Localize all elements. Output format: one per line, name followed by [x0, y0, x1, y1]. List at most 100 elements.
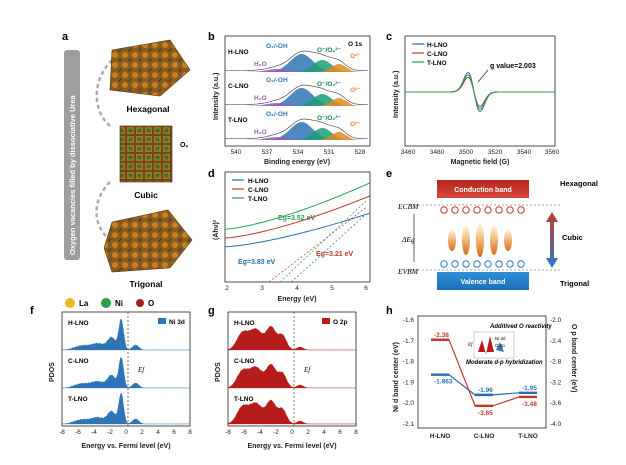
panel-b-ylabel: Intensity (a.u.) [213, 73, 220, 120]
panel-h-yticks: -1.6 -1.7 -1.8 -1.9 -2.0 -2.1 -2.0 -2.4 -2.8 -3.2… [403, 317, 562, 428]
xps-peak [225, 103, 370, 106]
pdos-area [61, 318, 191, 351]
vb-electron [462, 260, 470, 268]
h-ytick-left: -1.7 [403, 338, 415, 345]
xtick: 8 [354, 429, 358, 436]
panel-g-ylabel: PDOS [215, 362, 222, 382]
deg-label: ΔEg [401, 235, 415, 244]
label-ov: Oᵥ [180, 142, 188, 149]
panel-f-xlabel: Energy vs. Fermi level (eV) [81, 443, 170, 450]
label-trigonal: Trigonal [129, 279, 162, 289]
b-xtick: 540 [231, 149, 242, 156]
g-sample-h: H-LNO [234, 320, 255, 327]
xtick: -8 [225, 429, 231, 436]
o-value-label: -3.65 [478, 410, 493, 417]
xps-peak [225, 64, 370, 72]
b-xtick: 537 [262, 149, 273, 156]
c-annotation: g value=2.003 [490, 63, 536, 70]
panel-h-lines: -1.863 -1.96 -1.95 -2.38 -3.65 -3.48 [431, 332, 537, 417]
panel-b-title: O 1s [348, 41, 362, 48]
panel-h-ylabel-right: O p band center (eV) [570, 324, 577, 392]
hexagonal-structure [109, 39, 191, 97]
h-ytick-right: -3.6 [550, 400, 562, 407]
b-peak-label: H₂O [254, 61, 267, 68]
h-inset-ef: Ef [467, 343, 473, 348]
cb-electron [506, 206, 514, 214]
f-ef: Ef [137, 366, 145, 374]
xps-peak [225, 54, 370, 72]
xtick: 2 [140, 429, 144, 436]
b-peak-label: O²⁻ [350, 121, 361, 128]
h-ytick-right: -4.0 [550, 421, 562, 428]
tauc-extrapolation [268, 206, 367, 283]
panel-g-letter: g [208, 305, 215, 317]
gap-state [448, 229, 456, 251]
h-ytick-right: -2.0 [550, 317, 562, 324]
panel-g-xticks: -8 -6 -4 -2 0 2 4 6 8 [225, 429, 358, 436]
legend-o-dot [136, 299, 144, 307]
band-electrons [440, 206, 525, 268]
conduction-band-label: Conduction band [454, 187, 512, 194]
pdos-area [227, 363, 357, 389]
c-xtick: 3460 [401, 149, 416, 156]
d-eg-t: Eg=3.52 eV [278, 215, 315, 222]
xps-peak [225, 137, 370, 140]
panel-e: e Conduction band Valence band ECBM EVBM… [386, 168, 598, 290]
c-xtick: 3500 [459, 149, 474, 156]
g-ef: Ef [303, 366, 311, 374]
vb-electron [440, 260, 448, 268]
g-legend: O 2p [333, 319, 347, 326]
legend-la: La [79, 299, 89, 308]
h-note2: Moderate d-p hybridization [466, 360, 543, 366]
h-xtick: H-LNO [430, 433, 451, 440]
xtick: 2 [306, 429, 310, 436]
g-sample-t: T-LNO [234, 396, 254, 403]
h-ytick-right: -2.8 [550, 359, 562, 366]
panel-c-frame [404, 35, 556, 147]
xtick: 0 [290, 429, 294, 436]
xtick: -6 [241, 429, 247, 436]
panel-d-curves [224, 182, 371, 283]
b-peak-label: O⁻/O₂²⁻ [317, 81, 341, 88]
panel-f-pdos [61, 318, 191, 425]
pdos-area [227, 399, 356, 425]
panel-b-letter: b [208, 31, 215, 43]
g-legend-swatch [322, 318, 330, 324]
gap-states [448, 223, 512, 257]
cb-electron [484, 206, 492, 214]
tauc-curve [224, 212, 371, 248]
cb-electron [440, 206, 448, 214]
panel-f-xticks: -8 -6 -4 -2 0 2 4 6 8 [59, 429, 192, 436]
f-sample-c: C-LNO [68, 358, 89, 365]
b-peak-label: O₂/-OH [266, 43, 288, 50]
f-sample-h: H-LNO [68, 320, 89, 327]
panel-g: g PDOS Energy vs. Fermi level (eV) -8 -6-… [208, 305, 358, 450]
o-value-label: -3.48 [522, 401, 537, 408]
h-inset-o-peak [478, 336, 494, 354]
xtick: 0 [124, 429, 128, 436]
legend-o: O [148, 299, 154, 308]
b-peak-label: O⁻/O₂²⁻ [317, 47, 341, 54]
cubic-structure [119, 125, 173, 183]
vb-electron [506, 260, 514, 268]
xtick: -2 [107, 429, 113, 436]
gap-state [490, 225, 498, 255]
panel-h: h Ni d band center (eV) O p band center … [386, 305, 577, 440]
gap-state [504, 229, 512, 251]
panel-c-xticks: 3460 3480 3500 3520 3540 3560 [401, 149, 560, 156]
f-legend-swatch [158, 318, 166, 324]
b-sample-label: H-LNO [228, 49, 249, 56]
f-sample-t: T-LNO [68, 396, 88, 403]
panel-f-ylabel: PDOS [49, 362, 56, 382]
panel-d-letter: d [208, 168, 215, 180]
xps-peak [225, 88, 370, 106]
d-eg-c: Eg=3.21 eV [316, 251, 353, 258]
valence-band [437, 272, 529, 290]
gap-state [476, 223, 484, 257]
h-xtick: T-LNO [518, 433, 538, 440]
vb-electron [473, 260, 481, 268]
h-note1: Additived O reactivity [489, 324, 552, 330]
panel-d-xticks: 2 3 4 5 6 [225, 285, 368, 292]
xtick: -4 [91, 429, 97, 436]
b-peak-label: O²⁻ [350, 87, 361, 94]
